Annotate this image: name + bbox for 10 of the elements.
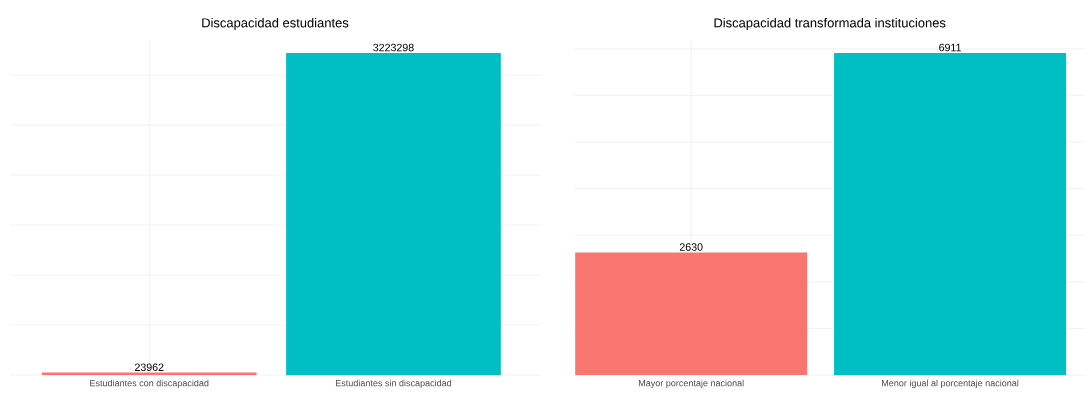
data-label: 23962 [134, 363, 164, 372]
data-label: 2630 [679, 243, 703, 251]
x-tick-label: Estudiantes sin discapacidad [335, 379, 452, 389]
x-tick-label: Mayor porcentaje nacional [638, 379, 744, 389]
data-label: 6911 [939, 43, 961, 52]
x-tick-label: Estudiantes con discapacidad [90, 379, 209, 389]
data-label: 3223298 [373, 43, 414, 52]
chart-title: Discapacidad transformada instituciones [714, 17, 946, 30]
x-tick-label: Menor igual al porcentaje nacional [882, 379, 1019, 389]
chart-title: Discapacidad estudiantes [202, 17, 349, 30]
